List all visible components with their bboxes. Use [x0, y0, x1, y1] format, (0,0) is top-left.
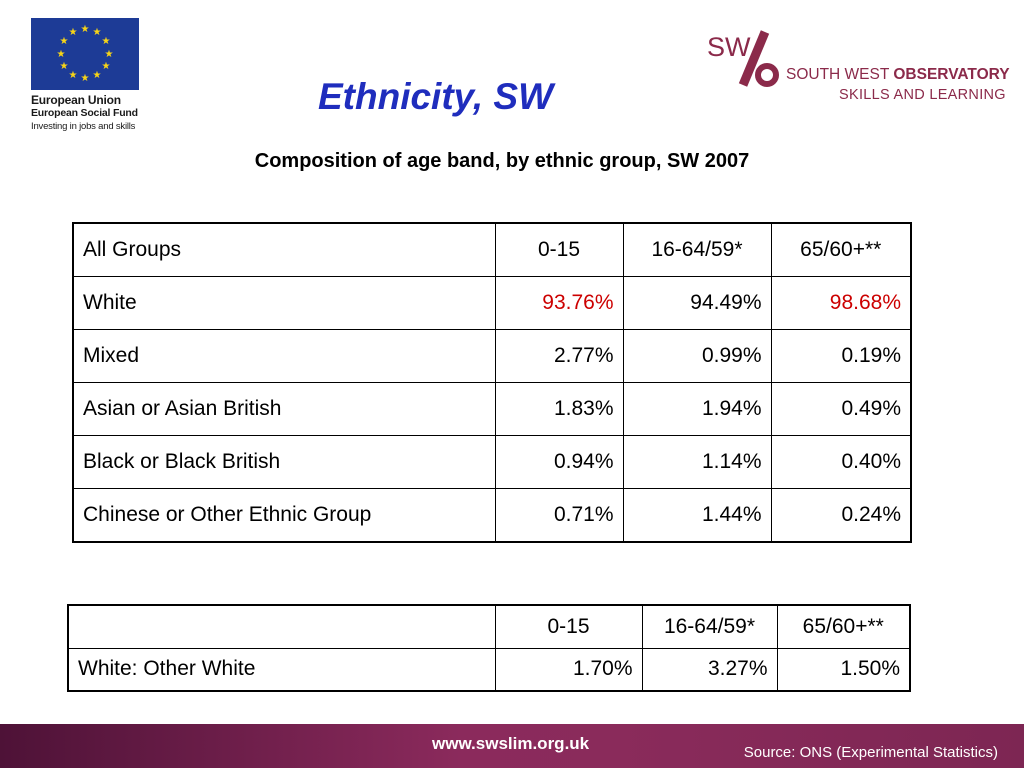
- svg-text:★: ★: [102, 61, 111, 72]
- svg-text:★: ★: [60, 36, 69, 47]
- svg-text:★: ★: [93, 27, 102, 38]
- source-note: Source: ONS (Experimental Statistics): [743, 744, 998, 761]
- header-cell-group: All Groups: [72, 222, 496, 277]
- swo-logo-line1: SOUTH WEST OBSERVATORY: [786, 66, 1010, 83]
- page-title: Ethnicity, SW: [318, 76, 554, 117]
- table-row: White: Other White 1.70% 3.27% 1.50%: [67, 647, 911, 692]
- website-link[interactable]: www.swslim.org.uk: [432, 734, 590, 753]
- cell-value: 0.19%: [770, 329, 912, 383]
- row-label: Mixed: [72, 329, 496, 383]
- table-header-row: 0-15 16-64/59* 65/60+**: [67, 604, 911, 649]
- eu-logo-line3: Investing in jobs and skills: [31, 121, 136, 132]
- eu-flag-icon: ★ ★ ★ ★ ★ ★ ★ ★ ★ ★ ★ ★: [31, 18, 139, 90]
- header-cell-65-plus: 65/60+**: [770, 222, 912, 277]
- svg-text:★: ★: [60, 61, 69, 72]
- table-row: Mixed 2.77% 0.99% 0.19%: [72, 329, 912, 383]
- svg-text:★: ★: [81, 73, 90, 84]
- row-label: White: Other White: [67, 647, 496, 692]
- footer-band: www.swslim.org.uk Source: ONS (Experimen…: [0, 724, 1024, 768]
- svg-text:★: ★: [93, 70, 102, 81]
- row-label: Black or Black British: [72, 435, 496, 489]
- svg-text:★: ★: [105, 49, 114, 60]
- table-row: White 93.76% 94.49% 98.68%: [72, 276, 912, 330]
- header-cell-65-plus: 65/60+**: [776, 604, 911, 649]
- cell-value: 1.94%: [622, 382, 772, 436]
- eu-logo-line2: European Social Fund: [31, 107, 138, 119]
- cell-value: 0.94%: [494, 435, 624, 489]
- header-cell-0-15: 0-15: [494, 222, 624, 277]
- cell-value: 1.70%: [494, 647, 643, 692]
- cell-value: 0.49%: [770, 382, 912, 436]
- svg-text:★: ★: [69, 27, 78, 38]
- row-label: White: [72, 276, 496, 330]
- svg-text:★: ★: [57, 49, 66, 60]
- cell-value: 1.50%: [776, 647, 911, 692]
- swo-logo-line2: SKILLS AND LEARNING: [839, 87, 1006, 103]
- cell-value: 1.14%: [622, 435, 772, 489]
- svg-text:SW: SW: [707, 32, 751, 62]
- swo-logo: SW SOUTH WEST OBSERVATORY SKILLS AND LEA…: [707, 30, 1010, 110]
- ethnic-composition-table: All Groups 0-15 16-64/59* 65/60+** White…: [72, 222, 912, 543]
- cell-value: 0.24%: [770, 488, 912, 542]
- cell-value: 2.77%: [494, 329, 624, 383]
- swo-mark-icon: SW: [707, 30, 779, 87]
- cell-value: 94.49%: [622, 276, 772, 330]
- header-cell-16-64: 16-64/59*: [641, 604, 778, 649]
- header-cell-16-64: 16-64/59*: [622, 222, 772, 277]
- row-label: Asian or Asian British: [72, 382, 496, 436]
- table-row: Chinese or Other Ethnic Group 0.71% 1.44…: [72, 488, 912, 542]
- cell-value: 98.68%: [770, 276, 912, 330]
- cell-value: 0.99%: [622, 329, 772, 383]
- table-row: Asian or Asian British 1.83% 1.94% 0.49%: [72, 382, 912, 436]
- row-label: Chinese or Other Ethnic Group: [72, 488, 496, 542]
- cell-value: 3.27%: [641, 647, 778, 692]
- cell-value: 1.44%: [622, 488, 772, 542]
- cell-value: 1.83%: [494, 382, 624, 436]
- eu-logo-line1: European Union: [31, 93, 121, 107]
- cell-value: 0.71%: [494, 488, 624, 542]
- svg-text:★: ★: [81, 24, 90, 35]
- cell-value: 0.40%: [770, 435, 912, 489]
- svg-text:★: ★: [102, 36, 111, 47]
- header-cell-0-15: 0-15: [494, 604, 643, 649]
- other-white-table: 0-15 16-64/59* 65/60+** White: Other Whi…: [67, 604, 911, 692]
- eu-logo: ★ ★ ★ ★ ★ ★ ★ ★ ★ ★ ★ ★ European Union E…: [31, 18, 143, 133]
- table-row: Black or Black British 0.94% 1.14% 0.40%: [72, 435, 912, 489]
- cell-value: 93.76%: [494, 276, 624, 330]
- svg-text:★: ★: [69, 70, 78, 81]
- table-header-row: All Groups 0-15 16-64/59* 65/60+**: [72, 222, 912, 277]
- page-subtitle: Composition of age band, by ethnic group…: [254, 150, 750, 172]
- header-cell-empty: [67, 604, 496, 649]
